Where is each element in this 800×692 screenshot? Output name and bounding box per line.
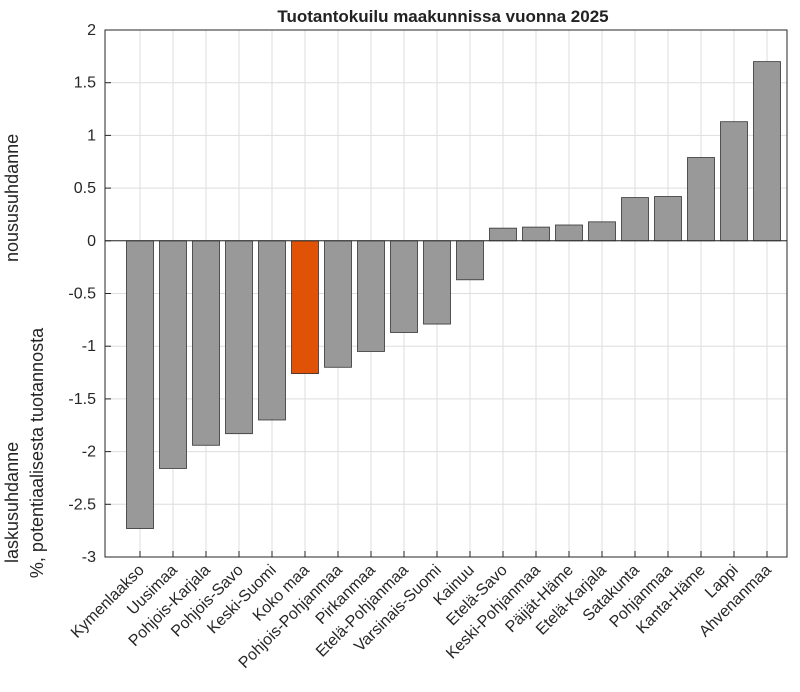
y-tick-labels: 2 1.5 1 0.5 0 -0.5 -1 -1.5 -2 -2.5 -3 bbox=[68, 22, 96, 566]
x-tick-labels: KymenlaaksoUusimaaPohjois-KarjalaPohjois… bbox=[68, 562, 775, 672]
bar-Lappi bbox=[720, 121, 748, 242]
y-tick-label: 0.5 bbox=[74, 180, 96, 197]
bar-Keski-Pohjanmaa bbox=[522, 226, 550, 242]
bar-Kainuu bbox=[456, 240, 484, 281]
bars bbox=[126, 61, 781, 529]
y-tick-label: -2.5 bbox=[68, 496, 96, 513]
bar-Pirkanmaa bbox=[357, 240, 385, 352]
bar-Varsinais-Suomi bbox=[423, 240, 451, 325]
bar-Kymenlaakso bbox=[126, 240, 154, 529]
bar-Kanta-Häme bbox=[687, 157, 715, 242]
y-tick-label: 1 bbox=[87, 127, 96, 144]
y-label-line-3: noususuhdanne bbox=[2, 134, 22, 262]
y-tick-label: 2 bbox=[87, 22, 96, 39]
y-label-line-2: %, potentiaalisesta tuotannosta bbox=[27, 327, 47, 578]
bar-Etelä-Savo bbox=[489, 227, 517, 242]
bar-Pohjois-Savo bbox=[225, 240, 253, 435]
bar-Satakunta bbox=[621, 197, 649, 242]
bar-Pohjanmaa bbox=[654, 196, 682, 242]
bar-Päijät-Häme bbox=[555, 224, 583, 242]
y-tick-label: -3 bbox=[82, 549, 96, 566]
axes bbox=[104, 29, 788, 558]
y-tick-label: -1 bbox=[82, 338, 96, 355]
y-tick-label: -2 bbox=[82, 444, 96, 461]
bar-Uusimaa bbox=[159, 240, 187, 469]
bar-Koko maa bbox=[291, 240, 319, 375]
bar-Pohjois-Karjala bbox=[192, 240, 220, 446]
y-label-line-1: laskusuhdanne bbox=[2, 442, 22, 563]
bar-Etelä-Pohjanmaa bbox=[390, 240, 418, 333]
bar-Etelä-Karjala bbox=[588, 221, 616, 242]
bar-Keski-Suomi bbox=[258, 240, 286, 421]
bar-Ahvenanmaa bbox=[753, 61, 781, 242]
y-tick-label: -0.5 bbox=[68, 286, 96, 303]
y-axis-label: laskusuhdanne %, potentiaalisesta tuotan… bbox=[2, 134, 47, 578]
y-tick-label: 0 bbox=[87, 233, 96, 250]
y-tick-label: -1.5 bbox=[68, 391, 96, 408]
y-tick-label: 1.5 bbox=[74, 75, 96, 92]
bar-Pohjois-Pohjanmaa bbox=[324, 240, 352, 368]
chart-title: Tuotantokuilu maakunnissa vuonna 2025 bbox=[277, 7, 608, 26]
